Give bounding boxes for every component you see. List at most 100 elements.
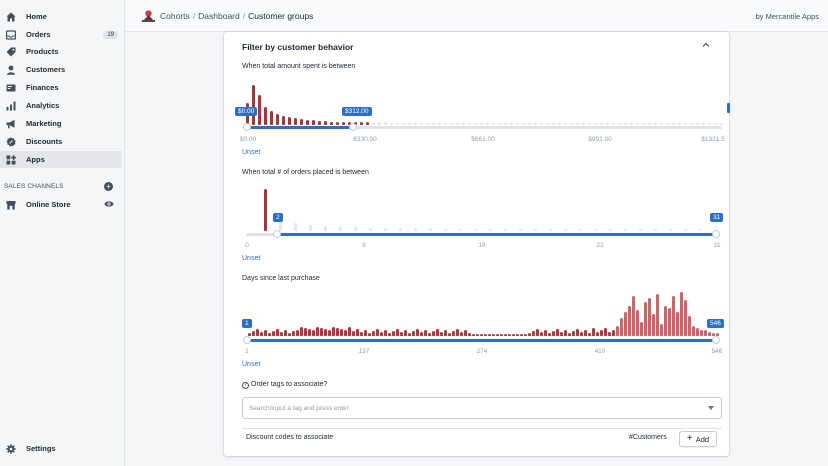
days-unset-link[interactable]: Unset (242, 361, 261, 368)
add-discount-button[interactable]: + Add (679, 431, 717, 447)
days-since-label: Days since last purchase (242, 275, 320, 282)
amount-max-handle[interactable] (349, 123, 357, 131)
orders-slider-range (277, 233, 718, 236)
amount-tick: $661.00 (471, 136, 495, 143)
histogram-bar (672, 123, 675, 125)
histogram-bar (380, 332, 383, 336)
add-sales-channel-icon[interactable]: + (104, 182, 113, 191)
histogram-bar (606, 123, 609, 125)
sidebar-item-finances[interactable]: Finances (0, 79, 122, 96)
histogram-bar (464, 330, 467, 336)
days-min-handle[interactable] (243, 336, 251, 344)
histogram-bar (584, 330, 587, 336)
chevron-up-icon[interactable] (701, 40, 711, 50)
histogram-bar (660, 123, 663, 125)
histogram-bar (588, 333, 591, 336)
sidebar-item-marketing[interactable]: Marketing (0, 115, 122, 132)
histogram-bar (548, 333, 551, 336)
sidebar-item-settings[interactable]: Settings (0, 440, 122, 457)
sales-channels-heading: SALES CHANNELS (4, 183, 64, 190)
histogram-bar (528, 123, 531, 125)
orders-tick: 31 (713, 242, 721, 249)
histogram-bar (579, 229, 582, 231)
order-tags-select[interactable]: Search/input a tag and press enter (242, 397, 722, 419)
histogram-bar (592, 328, 595, 336)
histogram-bar (696, 328, 699, 336)
histogram-bar (336, 328, 339, 336)
histogram-bar (492, 123, 495, 125)
eye-icon[interactable] (104, 200, 114, 208)
histogram-bar (600, 123, 603, 125)
sidebar-item-home[interactable]: Home (0, 8, 122, 25)
orders-unset-link[interactable]: Unset (242, 255, 261, 262)
amount-unset-link[interactable]: Unset (242, 149, 261, 156)
amount-min-handle[interactable] (243, 123, 251, 131)
histogram-bar (580, 332, 583, 336)
sidebar-item-apps[interactable]: Apps (0, 151, 122, 168)
histogram-bar (306, 120, 309, 125)
histogram-bar (420, 123, 423, 125)
help-icon[interactable]: ? (242, 382, 249, 389)
amount-slider-track[interactable] (248, 126, 722, 129)
sidebar-item-label: Marketing (26, 119, 62, 128)
finances-icon (6, 84, 16, 91)
histogram-bar (564, 330, 567, 336)
histogram-bar (436, 329, 439, 336)
histogram-bar (384, 228, 387, 231)
histogram-bar (534, 229, 537, 231)
histogram-bar (624, 312, 627, 336)
sidebar-item-analytics[interactable]: Analytics (0, 97, 122, 114)
histogram-bar (608, 332, 611, 336)
histogram-bar (534, 123, 537, 125)
histogram-bar (714, 123, 717, 125)
orders-tick: 0 (245, 242, 249, 249)
sidebar: Home Orders 19 Products Customers Financ… (0, 0, 125, 466)
histogram-bar (258, 95, 261, 125)
histogram-bar (420, 332, 423, 336)
histogram-bar (664, 306, 667, 336)
histogram-bar (498, 123, 501, 125)
amount-tick: $330.00 (353, 136, 377, 143)
chevron-down-icon[interactable] (708, 406, 714, 410)
histogram-bar (522, 123, 525, 125)
sidebar-item-online-store[interactable]: Online Store (0, 196, 122, 213)
sidebar-item-label: Orders (26, 30, 51, 39)
histogram-bar (372, 122, 375, 125)
histogram-bar (459, 229, 462, 231)
scroll-indicator[interactable] (727, 103, 730, 113)
histogram-bar (504, 334, 507, 336)
sidebar-item-customers[interactable]: Customers (0, 61, 122, 78)
histogram-bar (594, 229, 597, 231)
breadcrumb-dashboard[interactable]: Dashboard (198, 11, 240, 21)
amount-max-value: $312.00 (342, 107, 372, 116)
histogram-bar (678, 123, 681, 125)
orders-min-handle[interactable] (273, 230, 281, 238)
sidebar-item-orders[interactable]: Orders 19 (0, 26, 122, 43)
amount-tick: $991.00 (588, 136, 612, 143)
histogram-bar (432, 123, 435, 125)
histogram-bar (468, 123, 471, 125)
order-tags-label: ? Order tags to associate? (242, 381, 327, 389)
sidebar-item-label: Apps (26, 155, 45, 164)
histogram-bar (640, 322, 643, 336)
breadcrumb-cohorts[interactable]: Cohorts (160, 11, 190, 21)
histogram-bar (628, 306, 631, 336)
sidebar-item-products[interactable]: Products (0, 43, 122, 60)
histogram-bar (560, 332, 563, 336)
histogram-bar (504, 123, 507, 125)
sidebar-item-discounts[interactable]: Discounts (0, 133, 122, 150)
days-max-handle[interactable] (712, 336, 720, 344)
histogram-bar (318, 121, 321, 125)
app-vendor-label: by Mercantile Apps (755, 12, 819, 21)
histogram-bar (252, 331, 255, 336)
histogram-bar (324, 121, 327, 125)
orders-tick: 16 (478, 242, 486, 249)
orders-max-handle[interactable] (712, 230, 720, 238)
breadcrumb-separator: / (192, 11, 196, 21)
histogram-bar (428, 333, 431, 336)
days-min-value: 1 (242, 319, 252, 328)
histogram-bar (332, 327, 335, 336)
orders-tick: 23 (596, 242, 604, 249)
histogram-bar (399, 228, 402, 231)
histogram-bar (456, 123, 459, 125)
